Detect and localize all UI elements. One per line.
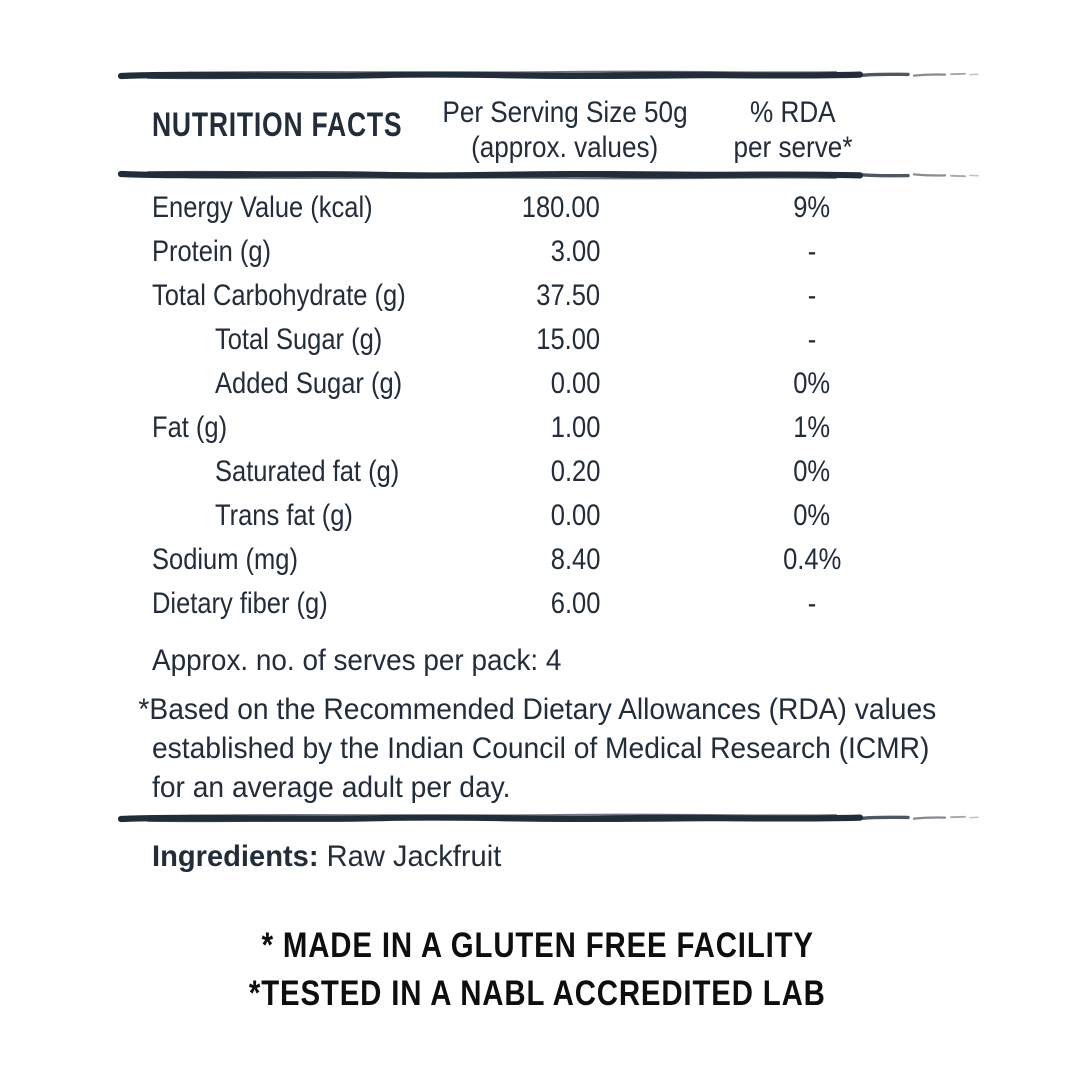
distressed-stroke (118, 167, 980, 183)
nutrient-name: Protein (g) (152, 235, 272, 268)
nutrient-row: Saturated fat (g) 0.20 0% (120, 450, 980, 494)
nutrient-value: 8.40 (550, 543, 600, 576)
divider-line-top (118, 67, 980, 83)
nutrient-rda: 1% (793, 411, 831, 444)
nutrient-row: Protein (g) 3.00 - (120, 230, 980, 274)
nutrient-row: Dietary fiber (g) 6.00 - (120, 582, 980, 626)
nutrient-value: 0.20 (550, 455, 600, 488)
nutrient-name: Total Sugar (g) (215, 323, 383, 356)
nutrient-rda: 0% (793, 367, 831, 400)
nutrient-row: Total Carbohydrate (g) 37.50 - (120, 274, 980, 318)
nutrient-row: Trans fat (g) 0.00 0% (120, 494, 980, 538)
nutrient-rda: - (807, 323, 817, 356)
nutrient-value: 0.00 (550, 367, 600, 400)
nutrient-row: Added Sugar (g) 0.00 0% (120, 362, 980, 406)
nutrient-name: Energy Value (kcal) (152, 191, 373, 224)
distressed-stroke (118, 810, 980, 826)
nutrient-value: 3.00 (550, 235, 600, 268)
claim-nabl-lab: *TESTED IN A NABL ACCREDITED LAB (249, 974, 826, 1013)
nutrient-rda: 0.4% (782, 543, 842, 576)
ingredients-line: Ingredients: Raw Jackfruit (152, 839, 512, 875)
facility-claims: * MADE IN A GLUTEN FREE FACILITY *TESTED… (0, 922, 1075, 1018)
claim-gluten-free: * MADE IN A GLUTEN FREE FACILITY (261, 926, 814, 965)
nutrient-name: Fat (g) (152, 411, 228, 444)
nutrient-value: 37.50 (536, 279, 600, 312)
nutrient-value: 180.00 (521, 191, 600, 224)
nutrient-rda: 9% (793, 191, 831, 224)
rda-footnote-line1: *Based on the Recommended Dietary Allowa… (138, 693, 937, 726)
nutrient-row: Sodium (mg) 8.40 0.4% (120, 538, 980, 582)
nutrient-name: Total Carbohydrate (g) (152, 279, 406, 312)
nutrient-rda: 0% (793, 499, 831, 532)
rda-footnote-line3: for an average adult per day. (152, 771, 511, 804)
nutrient-row: Energy Value (kcal) 180.00 9% (120, 186, 980, 230)
nutrient-name: Sodium (mg) (152, 543, 298, 576)
ingredients-value: Raw Jackfruit (326, 840, 502, 873)
nutrition-table: Energy Value (kcal) 180.00 9% Protein (g… (120, 186, 980, 626)
nutrient-row: Fat (g) 1.00 1% (120, 406, 980, 450)
nutrient-value: 15.00 (536, 323, 600, 356)
nutrient-name: Saturated fat (g) (215, 455, 400, 488)
nutrient-rda: - (807, 587, 817, 620)
distressed-stroke (118, 67, 980, 83)
nutrient-rda: - (807, 235, 817, 268)
column-header-serving: Per Serving Size 50g (approx. values) (442, 95, 847, 165)
nutrient-name: Trans fat (g) (215, 499, 353, 532)
nutrient-name: Added Sugar (g) (215, 367, 403, 400)
rda-header-line2: per serve* (733, 131, 853, 164)
rda-footnote: *Based on the Recommended Dietary Allowa… (138, 690, 987, 807)
divider-line-bottom (118, 810, 980, 826)
nutrient-value: 1.00 (550, 411, 600, 444)
serves-note: Approx. no. of serves per pack: 4 (152, 644, 562, 677)
nutrient-rda: - (807, 279, 817, 312)
label-title-text: NUTRITION FACTS (152, 106, 403, 144)
rda-footnote-line2: established by the Indian Council of Med… (152, 732, 930, 765)
nutrient-row: Total Sugar (g) 15.00 - (120, 318, 980, 362)
serving-header-line1: Per Serving Size 50g (442, 96, 688, 129)
nutrient-value: 0.00 (550, 499, 600, 532)
nutrient-name: Dietary fiber (g) (152, 587, 328, 620)
nutrient-rda: 0% (793, 455, 831, 488)
label-title: NUTRITION FACTS (152, 105, 473, 145)
ingredients-label: Ingredients: (152, 840, 319, 873)
nutrient-value: 6.00 (550, 587, 600, 620)
divider-line-header (118, 167, 980, 183)
column-header-rda: % RDA per serve* (734, 95, 930, 165)
rda-header-line1: % RDA (750, 96, 836, 129)
serving-header-line2: (approx. values) (471, 131, 659, 164)
